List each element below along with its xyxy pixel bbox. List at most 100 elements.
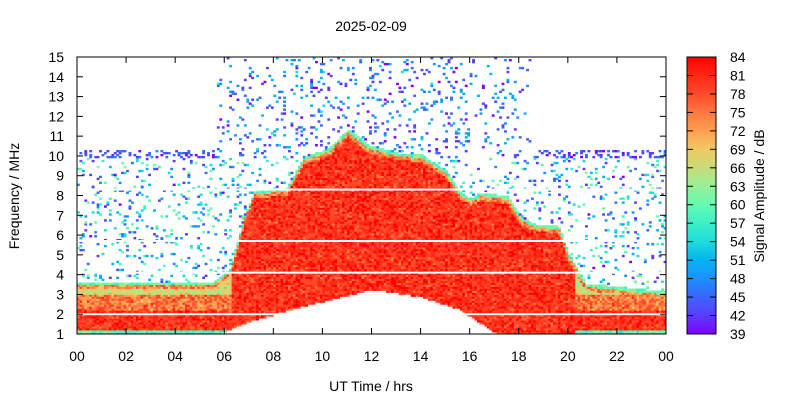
heatmap-cell	[150, 155, 154, 159]
heatmap-cell	[133, 314, 137, 317]
heatmap-cell	[111, 296, 115, 299]
heatmap-cell	[104, 306, 107, 309]
heatmap-cell	[180, 310, 183, 313]
heatmap-cell	[170, 318, 174, 321]
heatmap-cell	[150, 320, 154, 323]
heatmap-cell	[108, 314, 112, 317]
heatmap-cell	[204, 324, 208, 327]
heatmap-cell	[216, 282, 220, 285]
heatmap-cell	[128, 318, 132, 321]
heatmap-cell	[108, 308, 112, 311]
heatmap-cell	[194, 161, 198, 165]
heatmap-cell	[86, 157, 90, 161]
heatmap-cell	[160, 330, 164, 333]
heatmap-cell	[170, 241, 174, 244]
heatmap-cell	[256, 252, 259, 256]
heatmap-cell	[165, 235, 169, 238]
heatmap-cell	[126, 316, 129, 319]
heatmap-cell	[79, 308, 83, 311]
heatmap-cell	[312, 114, 316, 117]
heatmap-cell	[204, 308, 208, 311]
heatmap-cell	[153, 298, 156, 301]
heatmap-cell	[246, 296, 250, 299]
heatmap-cell	[221, 266, 225, 270]
heatmap-cell	[192, 310, 196, 313]
heatmap-cell	[251, 282, 255, 285]
heatmap-cell	[150, 284, 154, 287]
heatmap-cell	[153, 314, 156, 317]
heatmap-cell	[246, 244, 250, 248]
heatmap-cell	[79, 328, 83, 331]
heatmap-cell	[94, 304, 98, 307]
heatmap-cell	[133, 296, 137, 299]
heatmap-cell	[180, 296, 183, 299]
heatmap-cell	[261, 250, 264, 254]
heatmap-cell	[99, 316, 102, 319]
heatmap-cell	[187, 324, 191, 327]
chart-title: 2025-02-09	[335, 18, 407, 34]
heatmap-cell	[224, 294, 228, 297]
heatmap-cell	[268, 144, 272, 147]
heatmap-cell	[170, 320, 174, 323]
heatmap-cell	[236, 84, 240, 88]
heatmap-cell	[221, 191, 225, 194]
heatmap-cell	[162, 264, 166, 268]
heatmap-cell	[143, 282, 147, 285]
heatmap-cell	[300, 96, 304, 99]
heatmap-cell	[202, 151, 206, 155]
heatmap-cell	[130, 322, 134, 325]
heatmap-cell	[236, 268, 240, 272]
heatmap-cell	[219, 177, 223, 181]
heatmap-cell	[214, 286, 218, 289]
heatmap-cell	[81, 320, 85, 323]
heatmap-cell	[221, 304, 225, 307]
heatmap-cell	[121, 314, 125, 317]
heatmap-cell	[236, 318, 240, 321]
heatmap-cell	[189, 308, 193, 311]
heatmap-cell	[130, 318, 134, 321]
heatmap-cell	[180, 322, 183, 325]
heatmap-cell	[248, 258, 252, 262]
heatmap-cell	[253, 266, 257, 270]
heatmap-cell	[202, 332, 206, 334]
heatmap-cell	[172, 282, 176, 285]
heatmap-cell	[170, 316, 174, 319]
heatmap-cell	[256, 274, 259, 278]
heatmap-cell	[130, 330, 134, 333]
heatmap-cell	[113, 308, 117, 311]
heatmap-cell	[128, 274, 132, 278]
heatmap-cell	[243, 322, 247, 325]
heatmap-cell	[251, 104, 255, 107]
heatmap-cell	[256, 290, 259, 293]
heatmap-cell	[138, 286, 142, 289]
heatmap-cell	[238, 225, 242, 228]
heatmap-cell	[234, 252, 237, 256]
heatmap-cell	[133, 231, 137, 234]
heatmap-cell	[153, 322, 156, 325]
heatmap-cell	[226, 272, 230, 276]
heatmap-cell	[138, 308, 142, 311]
heatmap-cell	[243, 134, 247, 137]
heatmap-cell	[214, 193, 218, 196]
heatmap-cell	[231, 302, 235, 305]
heatmap-cell	[251, 225, 255, 228]
heatmap-cell	[116, 320, 120, 323]
heatmap-cell	[261, 282, 264, 285]
heatmap-cell	[79, 244, 83, 248]
heatmap-cell	[182, 284, 186, 287]
heatmap-cell	[182, 326, 186, 329]
heatmap-cell	[91, 310, 95, 313]
heatmap-cell	[84, 153, 88, 157]
heatmap-cell	[261, 114, 264, 117]
heatmap-cell	[145, 284, 149, 287]
heatmap-cell	[111, 310, 115, 313]
heatmap-cell	[77, 318, 80, 321]
heatmap-cell	[231, 108, 235, 111]
heatmap-cell	[261, 316, 264, 319]
heatmap-cell	[133, 290, 137, 293]
heatmap-cell	[79, 288, 83, 291]
heatmap-cell	[243, 288, 247, 291]
heatmap-cell	[128, 304, 132, 307]
heatmap-cell	[84, 288, 88, 291]
heatmap-cell	[89, 155, 93, 159]
